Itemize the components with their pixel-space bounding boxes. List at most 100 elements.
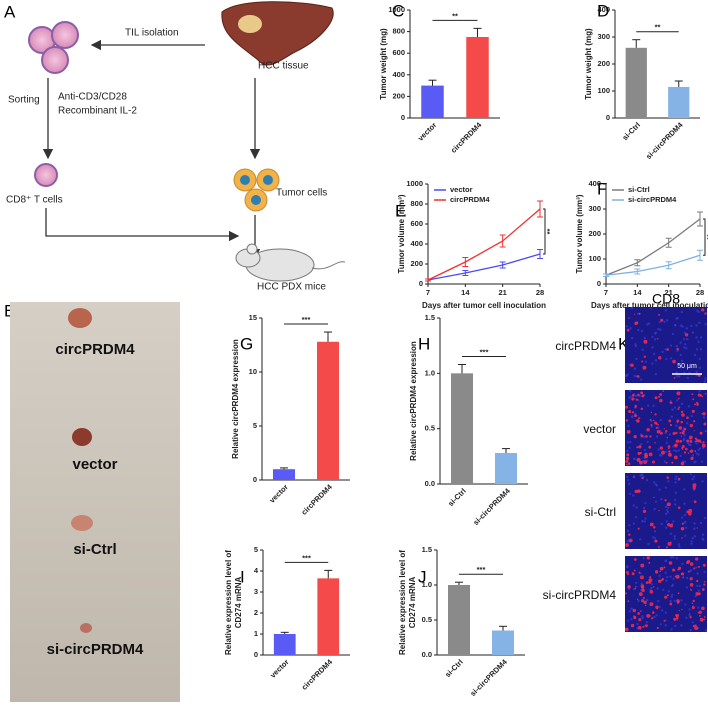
y-tick-label: 200	[392, 91, 405, 100]
cd8-signal	[680, 461, 685, 466]
cd8-signal	[643, 557, 645, 559]
nucleus	[635, 506, 638, 509]
nucleus	[686, 376, 689, 380]
y-tick-label: 1	[254, 629, 258, 638]
cd8-signal	[697, 565, 701, 568]
cd8-signal	[626, 429, 631, 434]
y-axis-label: Tumor weight (mg)	[584, 28, 593, 100]
cd8-signal	[677, 477, 681, 481]
cd8-signal	[641, 360, 644, 363]
cd8-signal	[668, 450, 671, 453]
cd8-signal	[667, 507, 669, 509]
cd8-signal	[704, 430, 707, 432]
cd8-signal	[628, 533, 631, 536]
cd8-signal	[699, 617, 704, 622]
nucleus	[663, 320, 666, 324]
cd8-signal	[663, 427, 665, 430]
y-tick-label: 0	[597, 279, 601, 288]
nucleus	[701, 480, 704, 483]
cd8-signal	[645, 624, 648, 628]
nucleus	[652, 536, 655, 539]
cd8-signal	[689, 616, 692, 619]
cd8-signal	[689, 423, 693, 428]
nucleus	[703, 380, 707, 383]
cd8-signal	[640, 610, 642, 612]
cd8-signal	[701, 413, 703, 415]
y-tick-label: 0.5	[422, 615, 432, 624]
label: circPRDM4	[555, 339, 616, 353]
cd8-signal	[636, 446, 639, 449]
cd8-signal	[659, 393, 662, 396]
cd8-signal	[649, 576, 652, 579]
t-cell	[34, 163, 58, 187]
cd8-signal	[628, 317, 630, 319]
cd8-signal	[638, 445, 642, 449]
cd8-signal	[652, 526, 656, 529]
cd8-signal	[678, 609, 680, 612]
nucleus	[683, 502, 686, 505]
imaging: K CD8 circPRDM4 vector si-Ctrl si-circPR…	[543, 291, 708, 632]
cd8-signal	[646, 613, 651, 618]
cd8-signal	[683, 427, 687, 431]
nucleus	[688, 608, 691, 611]
cd8-signal	[680, 420, 684, 424]
cd8-signal	[643, 355, 647, 359]
cd8-signal	[658, 579, 662, 583]
cd8-signal	[638, 592, 643, 597]
nucleus	[696, 572, 699, 575]
panel-letter: A	[4, 2, 16, 21]
cd8-signal	[698, 610, 702, 614]
nucleus	[689, 472, 692, 476]
cd8-signal	[684, 333, 689, 337]
nucleus	[691, 454, 695, 457]
nucleus	[658, 321, 661, 324]
y-tick-label: 100	[597, 86, 610, 95]
nucleus	[694, 595, 697, 598]
nucleus	[664, 505, 668, 509]
significance: ***	[477, 565, 486, 574]
cd8-signal	[678, 397, 680, 400]
nucleus	[655, 435, 659, 438]
cd8-signal	[679, 432, 682, 434]
nucleus	[679, 454, 682, 458]
cd8-signal	[643, 460, 647, 464]
cd8-signal	[637, 612, 640, 615]
cd8-signal	[630, 363, 634, 367]
cd8-signal	[663, 619, 666, 622]
cd8-signal	[700, 394, 703, 397]
nucleus	[626, 441, 629, 444]
nucleus	[670, 415, 673, 418]
y-tick-label: 400	[597, 5, 610, 14]
nucleus	[695, 336, 698, 339]
y-tick-label: 1.5	[422, 545, 432, 554]
y-tick-label: 5	[254, 545, 258, 554]
panel-letter: F	[597, 179, 607, 198]
nucleus	[669, 556, 673, 559]
bar	[668, 86, 690, 118]
nucleus	[642, 506, 646, 510]
cd8-signal	[703, 583, 706, 586]
cd8-signal	[666, 546, 668, 549]
cd8-signal	[650, 423, 653, 427]
cd8-signal	[689, 562, 694, 566]
nucleus	[675, 557, 679, 560]
nucleus	[631, 416, 634, 419]
nucleus	[684, 526, 688, 529]
nucleus	[675, 449, 678, 453]
x-axis-label: Days after tumor cell inoculation	[591, 301, 708, 310]
label: Tumor cells	[276, 188, 327, 199]
bar	[451, 373, 473, 484]
nucleus	[632, 504, 635, 507]
bar	[448, 585, 470, 655]
nucleus	[628, 492, 632, 496]
nucleus	[675, 375, 679, 378]
tumor-cells	[233, 168, 280, 212]
nucleus	[674, 491, 678, 495]
cd8-signal	[653, 419, 655, 422]
nucleus	[670, 595, 673, 599]
cd8-signal	[701, 588, 705, 591]
nucleus	[654, 359, 658, 362]
photo	[10, 302, 180, 702]
nucleus	[665, 575, 669, 579]
cd8-signal	[650, 307, 652, 309]
